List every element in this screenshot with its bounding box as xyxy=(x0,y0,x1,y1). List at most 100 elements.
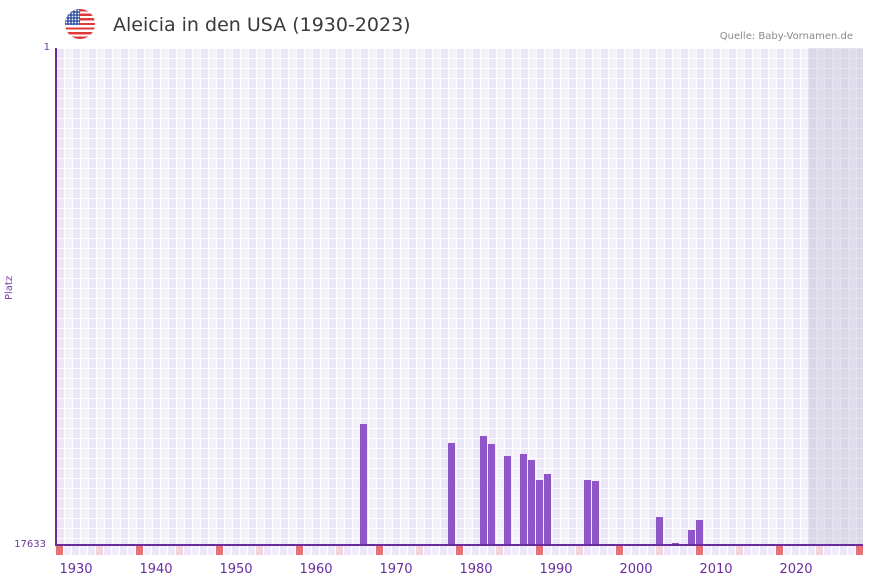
bar-1977 xyxy=(448,443,455,545)
x-tick-2000: 2000 xyxy=(619,562,653,577)
marker xyxy=(752,546,759,555)
marker xyxy=(248,546,255,555)
marker xyxy=(232,546,239,555)
marker xyxy=(504,546,511,555)
bar-2008 xyxy=(696,520,703,545)
bar-1981 xyxy=(480,436,487,545)
marker-half xyxy=(576,546,583,555)
marker xyxy=(528,546,535,555)
marker xyxy=(512,546,519,555)
us-flag-icon xyxy=(65,9,95,39)
x-tick-1940: 1940 xyxy=(139,562,173,577)
bar-1984 xyxy=(504,456,511,545)
marker xyxy=(320,546,327,555)
bar-1966 xyxy=(360,424,367,545)
x-tick-1960: 1960 xyxy=(299,562,333,577)
marker-half xyxy=(96,546,103,555)
marker xyxy=(704,546,711,555)
y-tick-bottom: 17633 xyxy=(14,539,46,550)
marker xyxy=(184,546,191,555)
marker xyxy=(648,546,655,555)
marker-decade xyxy=(136,546,143,555)
marker xyxy=(784,546,791,555)
marker-half xyxy=(816,546,823,555)
marker xyxy=(144,546,151,555)
marker xyxy=(760,546,767,555)
year-markers xyxy=(56,546,863,555)
marker xyxy=(304,546,311,555)
bar-1988 xyxy=(536,480,543,545)
marker xyxy=(88,546,95,555)
bar-1995 xyxy=(592,481,599,545)
marker xyxy=(120,546,127,555)
marker xyxy=(712,546,719,555)
marker-half xyxy=(176,546,183,555)
marker xyxy=(664,546,671,555)
x-tick-1970: 1970 xyxy=(379,562,413,577)
marker xyxy=(280,546,287,555)
marker xyxy=(208,546,215,555)
marker xyxy=(64,546,71,555)
x-tick-1930: 1930 xyxy=(59,562,93,577)
marker xyxy=(312,546,319,555)
marker xyxy=(488,546,495,555)
marker xyxy=(624,546,631,555)
marker xyxy=(472,546,479,555)
marker xyxy=(600,546,607,555)
marker xyxy=(584,546,591,555)
marker xyxy=(552,546,559,555)
marker-decade xyxy=(216,546,223,555)
marker-half xyxy=(496,546,503,555)
marker xyxy=(464,546,471,555)
marker-half xyxy=(336,546,343,555)
marker xyxy=(832,546,839,555)
y-axis-label: Platz xyxy=(4,275,15,300)
marker xyxy=(128,546,135,555)
marker xyxy=(408,546,415,555)
marker xyxy=(824,546,831,555)
marker xyxy=(432,546,439,555)
bar-1994 xyxy=(584,480,591,545)
marker-half xyxy=(656,546,663,555)
bar-1986 xyxy=(520,454,527,545)
x-tick-1980: 1980 xyxy=(459,562,493,577)
marker xyxy=(688,546,695,555)
y-axis xyxy=(55,48,57,546)
marker xyxy=(744,546,751,555)
marker xyxy=(448,546,455,555)
marker-decade xyxy=(616,546,623,555)
marker xyxy=(640,546,647,555)
grid xyxy=(56,48,863,545)
marker xyxy=(192,546,199,555)
marker xyxy=(80,546,87,555)
marker xyxy=(368,546,375,555)
marker xyxy=(400,546,407,555)
bar-1989 xyxy=(544,474,551,545)
bar-2007 xyxy=(688,530,695,545)
marker xyxy=(168,546,175,555)
marker-half xyxy=(736,546,743,555)
marker xyxy=(352,546,359,555)
marker xyxy=(224,546,231,555)
future-shaded-region xyxy=(808,48,863,545)
marker xyxy=(848,546,855,555)
marker-decade xyxy=(696,546,703,555)
marker xyxy=(840,546,847,555)
marker-half xyxy=(416,546,423,555)
marker-decade xyxy=(296,546,303,555)
marker xyxy=(800,546,807,555)
marker xyxy=(720,546,727,555)
marker xyxy=(520,546,527,555)
plot-area xyxy=(56,48,863,545)
marker-decade xyxy=(776,546,783,555)
marker xyxy=(152,546,159,555)
x-tick-2020: 2020 xyxy=(779,562,813,577)
marker xyxy=(424,546,431,555)
marker xyxy=(440,546,447,555)
marker-decade xyxy=(56,546,63,555)
marker-decade xyxy=(536,546,543,555)
marker xyxy=(672,546,679,555)
marker xyxy=(680,546,687,555)
marker xyxy=(200,546,207,555)
y-tick-top: 1 xyxy=(43,42,50,53)
